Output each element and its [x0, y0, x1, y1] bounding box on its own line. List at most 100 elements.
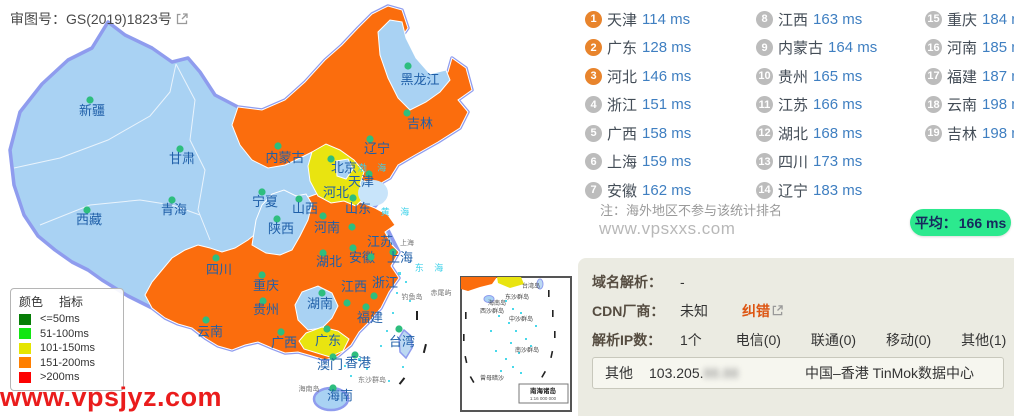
- map-province-label: 宁夏: [252, 194, 278, 209]
- rank-province-name: 辽宁: [778, 182, 809, 200]
- average-value: 166 ms: [958, 214, 1007, 231]
- map-province-dot: [351, 351, 359, 359]
- dash-line-segments: [398, 311, 427, 385]
- external-link-icon[interactable]: [176, 13, 188, 25]
- map-province-label: 安徽: [349, 250, 375, 265]
- scs-inset: 南海诸岛 1:16 000 000 台湾岛东沙群岛海南岛西沙群岛中沙群岛南沙群岛…: [460, 276, 572, 412]
- resolve-result-row: 其他 103.205. 88.88 中国–香港 TinMok数据中心: [592, 357, 1004, 389]
- map-province-dot: [212, 254, 220, 262]
- legend-swatch: [19, 328, 31, 340]
- latency-ranking-list: 1 天津 114 ms 2 广东 128 ms 3 河北 146 ms 4 浙江 151 ms 5 广西 1…: [585, 10, 1014, 200]
- rank-item: 3 河北 146 ms: [585, 67, 730, 86]
- rank-item: 12 湖北 168 ms: [756, 124, 899, 143]
- legend-label: 101-150ms: [40, 342, 96, 355]
- inset-label: 台湾岛: [522, 282, 540, 290]
- rank-badge: 1: [585, 10, 602, 28]
- map-approval-number: 审图号：GS(2019)1823号: [10, 9, 188, 29]
- latency-legend: 颜色 指标 <=50ms 51-100ms 101-150ms 151-200ms >2…: [10, 288, 124, 391]
- rank-latency-value: 184 ms: [982, 10, 1014, 28]
- map-province-label: 新疆: [79, 103, 105, 118]
- map-province-label: 香港: [345, 355, 371, 370]
- result-ip: 103.205. 88.88: [649, 365, 767, 381]
- small-island-label: 钓鱼岛: [402, 292, 423, 301]
- rank-item: 9 内蒙古 164 ms: [756, 39, 899, 57]
- result-ip-masked: 88.88: [703, 365, 739, 381]
- rank-badge: 13: [756, 153, 773, 170]
- ranking-note: 注：海外地区不参与该统计排名: [600, 203, 783, 218]
- map-province-label: 辽宁: [364, 141, 390, 156]
- map-province-dot: [273, 215, 281, 223]
- map-province-label: 吉林: [407, 116, 433, 131]
- map-province-label: 澳门: [317, 357, 343, 372]
- rank-item: 4 浙江 151 ms: [585, 96, 730, 114]
- ip-count-row: 解析IP数： 1个 电信(0) 联通(0) 移动(0) 其他(1): [592, 325, 1014, 354]
- map-province-dot: [343, 299, 351, 307]
- rank-badge: 15: [925, 10, 942, 28]
- map-province-dot: [395, 325, 403, 333]
- inset-label: 海南岛: [488, 299, 506, 307]
- map-province-dot: [367, 253, 375, 261]
- map-province-label: 黑龙江: [400, 72, 439, 87]
- map-province-label: 甘肃: [169, 151, 195, 166]
- rank-badge: 11: [756, 96, 773, 113]
- rank-latency-value: 164 ms: [828, 39, 878, 56]
- map-province-dot: [329, 384, 337, 392]
- average-latency-badge: 平均： 166 ms: [910, 209, 1011, 236]
- rank-badge: 6: [585, 153, 602, 170]
- map-province-dot: [370, 292, 378, 300]
- rank-province-name: 福建: [947, 68, 978, 86]
- map-province-dot: [202, 316, 210, 324]
- rank-badge: 18: [925, 96, 942, 113]
- site-watermark-gray: www.vpsxxs.com: [599, 219, 736, 238]
- rank-badge: 4: [585, 96, 602, 113]
- rank-province-name: 湖北: [778, 125, 809, 143]
- rank-province-name: 广东: [607, 40, 638, 57]
- rank-item: 10 贵州 165 ms: [756, 67, 899, 86]
- legend-label: <=50ms: [40, 313, 80, 326]
- dns-row: 域名解析： -: [592, 267, 1014, 296]
- bohai-bay: [358, 180, 388, 206]
- rank-latency-value: 168 ms: [813, 124, 863, 142]
- map-province-label: 四川: [206, 262, 232, 277]
- map-province-dot: [329, 353, 337, 361]
- rank-province-name: 重庆: [947, 11, 978, 29]
- legend-col-color: 颜色: [19, 295, 44, 309]
- region-heilongjiang-blue: [377, 19, 451, 111]
- map-province-dot: [327, 155, 335, 163]
- legend-label: 51-100ms: [40, 327, 89, 340]
- ip-count-value: 1个: [680, 331, 702, 348]
- rank-badge: 17: [925, 67, 942, 85]
- map-province-dot: [277, 328, 285, 336]
- map-province-label: 河北: [323, 185, 349, 200]
- rank-latency-value: 198 ms: [982, 96, 1014, 113]
- rank-latency-value: 185 ms: [982, 39, 1014, 56]
- map-province-dot: [389, 248, 397, 256]
- rank-item: 8 江西 163 ms: [756, 10, 899, 29]
- cdn-correction-link[interactable]: 纠错: [742, 301, 783, 321]
- external-link-icon: [772, 305, 783, 316]
- cdn-correction-label[interactable]: 纠错: [742, 302, 770, 319]
- map-province-label: 湖北: [316, 254, 342, 269]
- rank-province-name: 吉林: [947, 125, 978, 143]
- legend-row: 101-150ms: [19, 341, 117, 356]
- map-province-label: 上海: [387, 250, 413, 265]
- legend-row: >200ms: [19, 370, 117, 385]
- rank-item: 2 广东 128 ms: [585, 39, 730, 57]
- small-island-label: 赤尾屿: [431, 288, 452, 297]
- rank-latency-value: 163 ms: [813, 10, 863, 28]
- rank-latency-value: 198 ms: [982, 124, 1014, 142]
- map-province-dot: [258, 188, 266, 196]
- map-province-dot: [366, 135, 374, 143]
- map-province-label: 江西: [341, 279, 367, 294]
- map-province-dot: [403, 109, 411, 117]
- inset-label: 西沙群岛: [480, 307, 504, 315]
- rank-province-name: 贵州: [778, 68, 809, 86]
- map-province-label: 山东: [345, 201, 371, 216]
- rank-province-name: 广西: [607, 125, 638, 143]
- result-ip-prefix: 103.205.: [649, 365, 704, 381]
- carrier-breakdown: 电信(0) 联通(0) 移动(0) 其他(1): [736, 330, 1007, 350]
